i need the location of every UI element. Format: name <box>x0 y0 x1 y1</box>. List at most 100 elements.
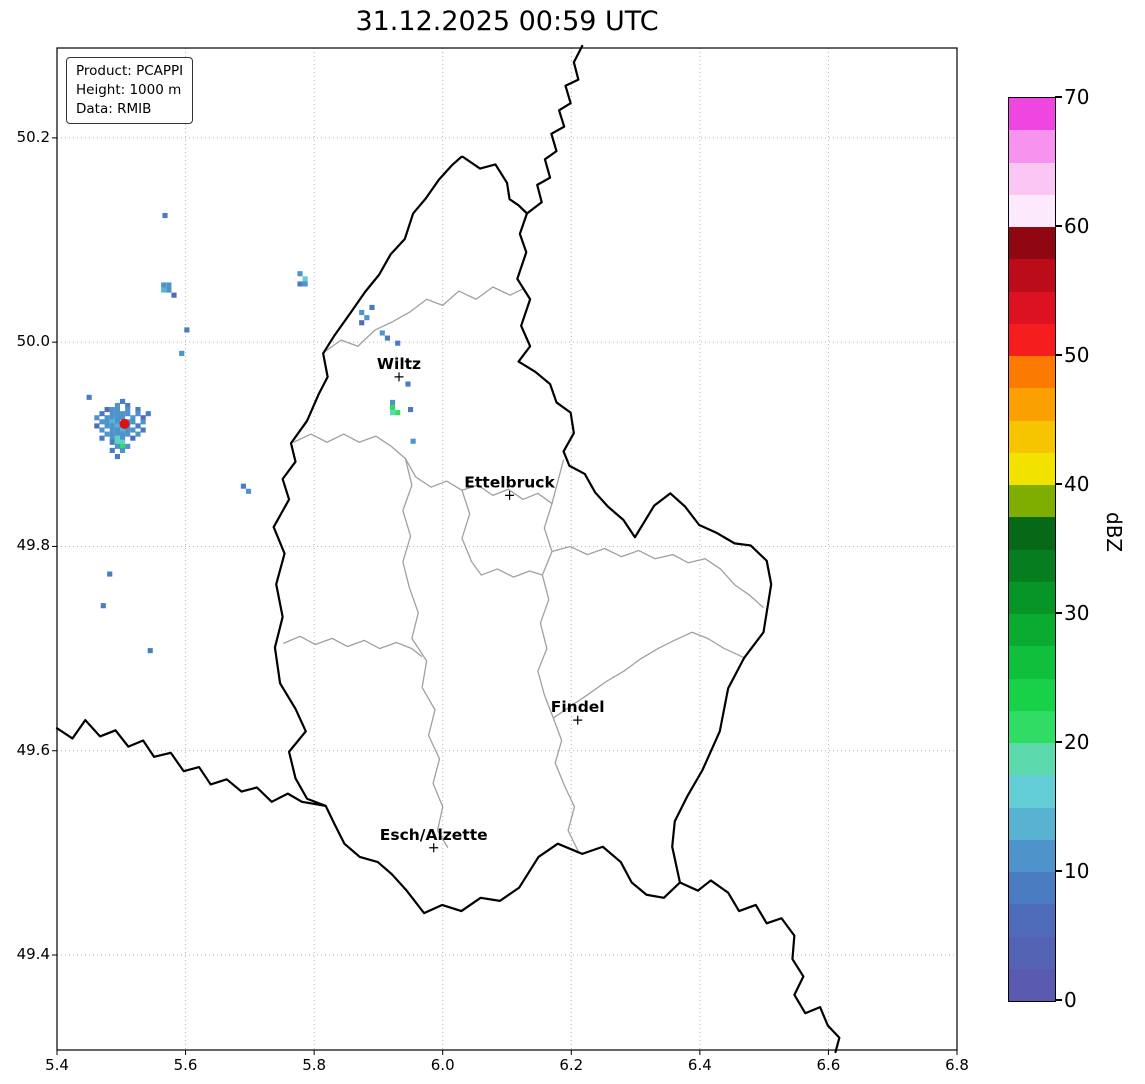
colorbar-segment <box>1009 581 1055 614</box>
city-marker <box>394 372 404 382</box>
radar-echo-cell <box>120 443 126 449</box>
colorbar-segment <box>1009 743 1055 776</box>
radar-echo-cell <box>114 402 120 409</box>
radar-echo-cell <box>104 407 110 413</box>
radar-echo-cell <box>379 330 385 336</box>
map-plot: Wiltz Ettelbruck Findel Esch/Alzette <box>52 44 958 1055</box>
radar-echo-cell <box>114 419 120 425</box>
timestamp-title: 31.12.2025 00:59 UTC <box>355 6 659 37</box>
radar-echo-cell <box>395 340 401 346</box>
colorbar-tick-label: 20 <box>1064 730 1090 754</box>
canton-border <box>537 503 580 854</box>
radar-echo-cell <box>109 415 115 421</box>
colorbar-tick-label: 70 <box>1064 85 1090 109</box>
radar-echo-cell <box>114 411 120 417</box>
radar-echo-cell <box>135 411 141 417</box>
radar-echo-cell <box>297 271 303 277</box>
colorbar-tick-mark <box>1055 96 1062 98</box>
colorbar-segment <box>1009 904 1055 937</box>
colorbar-segment <box>1009 356 1055 389</box>
colorbar-segment <box>1009 614 1055 647</box>
colorbar-tick-mark <box>1055 612 1062 614</box>
colorbar-segment <box>1009 678 1055 711</box>
colorbar-tick-mark <box>1055 870 1062 872</box>
colorbar-segment <box>1009 839 1055 872</box>
radar-echo-cell <box>125 407 131 413</box>
radar-echo-cell <box>364 315 370 321</box>
colorbar-segment <box>1009 549 1055 582</box>
colorbar-segment <box>1009 775 1055 808</box>
canton-border <box>461 490 543 578</box>
y-tick-label: 50.2 <box>16 127 50 146</box>
colorbar-segment <box>1009 388 1055 421</box>
city-label: Esch/Alzette <box>380 826 488 844</box>
x-tick-label: 6.0 <box>430 1056 455 1074</box>
radar-echo-cell <box>120 447 126 453</box>
colorbar-tick-label: 30 <box>1064 601 1090 625</box>
radar-echo-cell <box>135 431 141 437</box>
canton-border <box>283 635 423 658</box>
radar-echo-cell <box>184 327 190 333</box>
x-tick-label: 6.6 <box>816 1056 841 1074</box>
radar-echo-cell <box>171 292 177 298</box>
radar-echo-cell <box>130 435 136 441</box>
radar-echo-cell <box>297 281 303 287</box>
radar-echo-cell <box>240 483 246 489</box>
colorbar-tick-label: 50 <box>1064 343 1090 367</box>
radar-echo-cell <box>120 439 126 445</box>
city-label: Wiltz <box>377 355 421 373</box>
radar-echo-cell <box>109 411 115 417</box>
radar-echo-cell <box>109 407 115 413</box>
radar-echo-cell <box>395 410 401 416</box>
colorbar-axis-label: dBZ <box>1102 512 1126 553</box>
colorbar-tick-label: 10 <box>1064 859 1090 883</box>
radar-echo-cell <box>302 276 308 282</box>
radar-echo-cell <box>390 404 396 411</box>
radar-echo-cell <box>104 419 110 425</box>
radar-echo-cell <box>125 443 131 449</box>
colorbar <box>1008 97 1056 1002</box>
radar-echo-cell <box>114 431 120 437</box>
country-border <box>525 44 584 215</box>
radar-echo-cell <box>120 431 126 437</box>
x-tick-label: 6.8 <box>945 1056 969 1074</box>
radar-echo-cell <box>114 443 120 449</box>
radar-echo-cell <box>147 648 153 654</box>
y-tick-label: 49.4 <box>16 945 50 963</box>
city-label: Ettelbruck <box>464 473 555 491</box>
radar-echo-cell <box>114 423 120 429</box>
radar-echo-cell <box>99 411 105 417</box>
radar-echo-cell <box>125 431 131 437</box>
x-tick-label: 5.4 <box>45 1056 69 1074</box>
colorbar-segment <box>1009 936 1055 969</box>
plot-frame <box>56 47 958 1051</box>
colorbar-segment <box>1009 259 1055 292</box>
country-border <box>55 718 327 807</box>
radar-echo-cell <box>120 427 126 433</box>
city-marker <box>573 715 583 725</box>
radar-echo-cell <box>99 427 105 433</box>
radar-echo-cell <box>130 415 136 421</box>
radar-echo-cell <box>135 423 141 429</box>
radar-echo-cell <box>130 427 136 433</box>
colorbar-segment <box>1009 872 1055 905</box>
radar-echo-cell <box>109 427 115 433</box>
x-tick-label: 6.2 <box>559 1056 584 1074</box>
radar-echo-cell <box>302 281 308 287</box>
colorbar-segment <box>1009 130 1055 163</box>
radar-echo-cell <box>410 438 416 444</box>
radar-echo-cell <box>109 439 115 445</box>
colorbar-tick-mark <box>1055 225 1062 227</box>
radar-echo-cell <box>100 603 106 609</box>
radar-echo-cell <box>359 320 365 326</box>
colorbar-segment <box>1009 291 1055 324</box>
country-border <box>678 879 841 1054</box>
radar-echo-cell <box>114 454 120 460</box>
radar-echo-cell <box>145 411 151 417</box>
y-tick-label: 49.8 <box>16 536 50 555</box>
colorbar-segment <box>1009 323 1055 356</box>
radar-echo-cell <box>94 423 100 429</box>
colorbar-gradient <box>1009 98 1055 1001</box>
radar-echo-cell <box>109 435 115 441</box>
radar-echo-cell <box>125 402 131 409</box>
